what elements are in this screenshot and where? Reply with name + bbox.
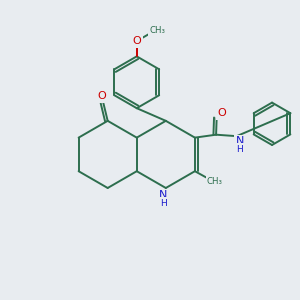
Text: N: N <box>236 136 244 146</box>
Text: H: H <box>160 199 167 208</box>
Text: O: O <box>218 109 226 118</box>
Text: CH₃: CH₃ <box>149 26 165 35</box>
Text: O: O <box>132 36 141 46</box>
Text: CH₃: CH₃ <box>207 177 223 186</box>
Text: N: N <box>159 190 168 200</box>
Text: O: O <box>98 91 106 101</box>
Text: H: H <box>236 145 243 154</box>
